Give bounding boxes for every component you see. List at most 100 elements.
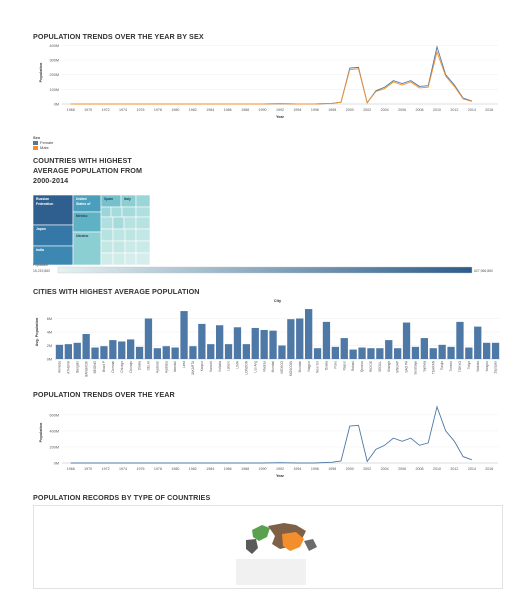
x-axis-title: City — [274, 299, 282, 303]
legend-item-female[interactable]: Female — [33, 140, 53, 145]
y-tick-label: 100M — [50, 88, 60, 92]
y-tick-label: 6M — [47, 317, 52, 321]
bar — [296, 318, 304, 359]
treemap-label: Japan — [36, 227, 46, 231]
x-tick-label: 2012 — [450, 467, 458, 471]
x-tick-label: 1990 — [259, 108, 267, 112]
category-label: LIMA — [236, 360, 240, 368]
series-line-female — [70, 45, 472, 105]
treemap-cell — [135, 252, 151, 266]
bar — [429, 348, 437, 359]
bar — [483, 342, 491, 359]
series-line-population — [70, 405, 472, 464]
x-tick-label: 1972 — [102, 467, 110, 471]
category-label: Madras — [262, 361, 266, 372]
treemap-cell — [32, 245, 74, 266]
treemap-cell — [123, 216, 137, 230]
category-label: Sydney — [423, 361, 427, 372]
category-label: Dhaka — [138, 361, 142, 370]
x-tick-label: 1978 — [154, 108, 162, 112]
category-label: ATHENA — [66, 360, 70, 374]
bar — [198, 323, 206, 359]
bar — [153, 348, 161, 359]
category-label: Kanpur — [200, 360, 204, 371]
category-label: Vadoda — [476, 361, 480, 372]
category-label: Chicago — [120, 361, 124, 373]
x-tick-label: 1976 — [136, 108, 144, 112]
legend-label-female: Female — [40, 140, 54, 145]
x-tick-label: 2012 — [450, 108, 458, 112]
x-tick-label: 2004 — [381, 108, 389, 112]
x-tick-label: 1984 — [206, 467, 214, 471]
x-tick-label: 2000 — [346, 467, 354, 471]
bar — [465, 347, 473, 359]
legend-swatch-male — [33, 145, 38, 150]
category-label: Shangh — [387, 361, 391, 372]
treemap-title-line-2: AVERAGE POPULATION FROM — [33, 166, 143, 175]
treemap-cell — [135, 206, 151, 218]
category-label: Ahmeda — [58, 361, 62, 373]
treemap-cell — [112, 252, 126, 266]
x-tick-label: 1968 — [67, 467, 75, 471]
x-tick-label: 1982 — [189, 467, 197, 471]
y-tick-label: 0M — [47, 358, 52, 362]
bar — [305, 309, 313, 359]
x-tick-label: 1980 — [171, 108, 179, 112]
bar — [491, 342, 500, 359]
bar — [216, 325, 224, 359]
treemap-cell — [100, 228, 114, 242]
treemap-cell — [124, 240, 137, 254]
treemap-cell — [135, 194, 151, 208]
y-tick-label: 2M — [47, 344, 52, 348]
category-label: RIO DE — [369, 361, 373, 372]
color-legend-title: Population — [33, 263, 48, 267]
treemap-cell — [100, 240, 114, 254]
map-land-orange — [282, 532, 304, 551]
category-label: Rabaul — [351, 361, 355, 371]
x-tick-label: 1988 — [241, 108, 249, 112]
color-legend-max: 627,966,860 — [474, 269, 493, 273]
treemap-cell — [112, 228, 126, 242]
category-label: Osaka — [325, 361, 329, 370]
treemap-cell — [110, 206, 123, 218]
y-tick-label: 400M — [50, 44, 60, 48]
treemap-cell — [32, 224, 74, 247]
map-land-dark — [246, 539, 258, 554]
world-map[interactable] — [34, 506, 502, 588]
bar — [171, 347, 179, 359]
bar — [287, 319, 295, 359]
treemap-label: India — [36, 248, 44, 252]
x-tick-label: 1972 — [102, 108, 110, 112]
category-label: Toronto — [449, 361, 453, 372]
treemap-cell — [72, 211, 102, 233]
treemap-label: States of — [76, 202, 91, 206]
treemap-cell — [120, 194, 137, 208]
treemap-cell — [112, 240, 126, 254]
treemap-cell — [121, 206, 137, 218]
x-tick-label: 2014 — [468, 108, 476, 112]
y-axis-title: Population — [39, 422, 43, 442]
y-tick-label: 300M — [50, 59, 60, 63]
bar — [91, 347, 99, 359]
x-tick-label: 2004 — [381, 467, 389, 471]
bar — [180, 311, 188, 359]
category-label: TEHRAN — [431, 360, 435, 374]
category-label: SAO PA — [405, 360, 409, 373]
bar — [394, 348, 402, 359]
treemap-title-line-1: COUNTRIES WITH HIGHEST — [33, 156, 132, 165]
bar — [474, 326, 482, 359]
map-panel[interactable] — [33, 505, 503, 589]
category-label: Zapopan — [494, 361, 498, 374]
x-tick-label: 1992 — [276, 467, 284, 471]
legend-item-male[interactable]: Male — [33, 145, 53, 150]
x-tick-label: 2006 — [398, 108, 406, 112]
bar — [411, 346, 420, 359]
treemap-label: United — [76, 197, 87, 201]
treemap-label: Federation — [36, 202, 53, 206]
y-tick-label: 200M — [50, 73, 60, 77]
category-label: BANGKOK — [84, 360, 88, 377]
treemap-title-line-3: 2000-2014 — [33, 176, 69, 185]
treemap-cell — [100, 252, 114, 266]
treemap-cell — [124, 228, 137, 242]
category-label: Nagpur — [307, 360, 311, 371]
